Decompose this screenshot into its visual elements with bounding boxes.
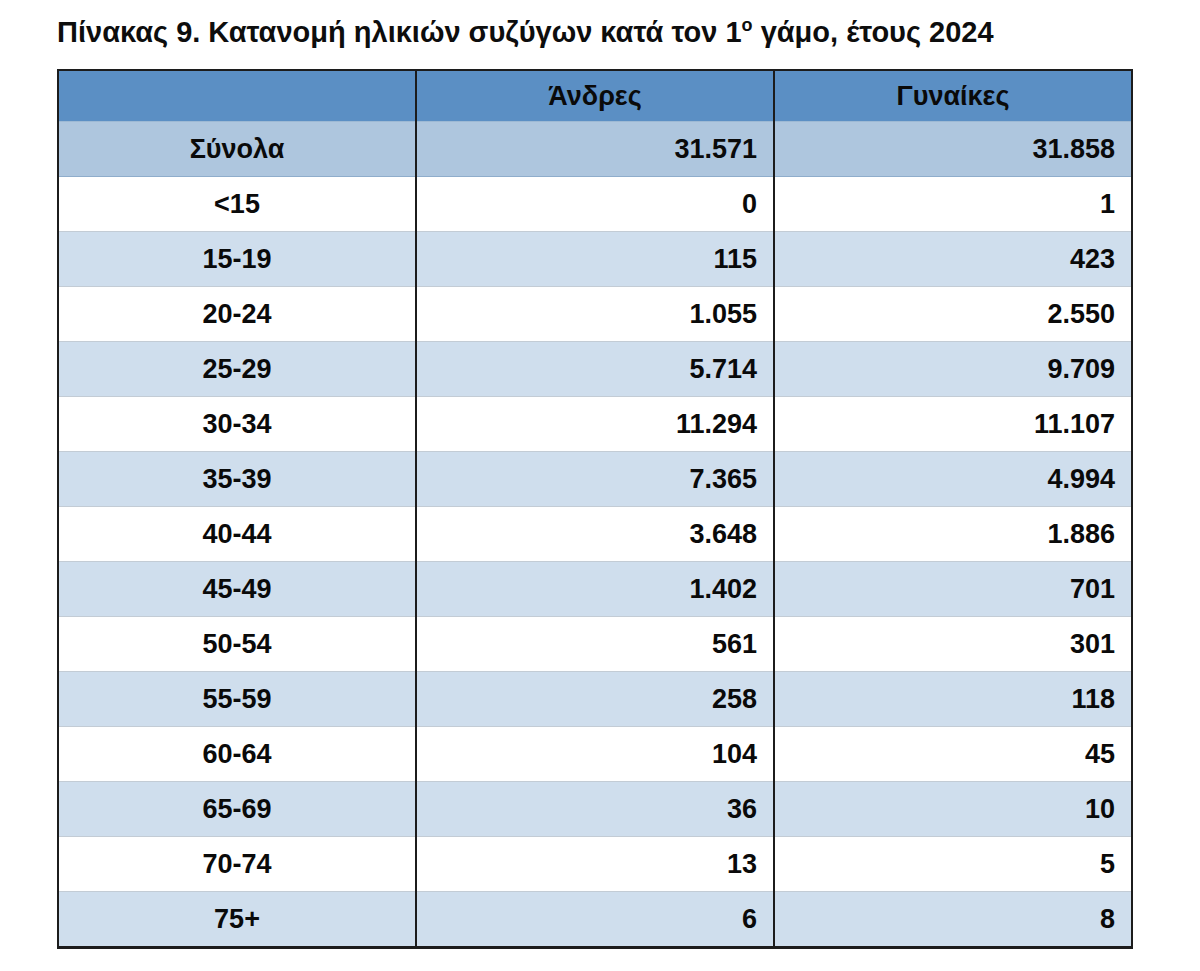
women-value: 301 xyxy=(774,617,1132,672)
age-group-label: 50-54 xyxy=(58,617,416,672)
men-value: 5.714 xyxy=(416,342,774,397)
totals-label: Σύνολα xyxy=(58,122,416,177)
document-page: Πίνακας 9. Κατανομή ηλικιών συζύγων κατά… xyxy=(0,0,1200,971)
women-value: 701 xyxy=(774,562,1132,617)
table-row: 20-24 1.055 2.550 xyxy=(58,287,1132,342)
header-cell-women: Γυναίκες xyxy=(774,70,1132,122)
age-group-label: 60-64 xyxy=(58,727,416,782)
age-distribution-table: Άνδρες Γυναίκες Σύνολα 31.571 31.858 <15… xyxy=(57,69,1133,949)
table-body: Σύνολα 31.571 31.858 <15 0 1 15-19 115 4… xyxy=(58,122,1132,948)
table-row: <15 0 1 xyxy=(58,177,1132,232)
age-group-label: 30-34 xyxy=(58,397,416,452)
men-value: 1.402 xyxy=(416,562,774,617)
age-group-label: 55-59 xyxy=(58,672,416,727)
table-row: 70-74 13 5 xyxy=(58,837,1132,892)
men-value: 0 xyxy=(416,177,774,232)
men-value: 11.294 xyxy=(416,397,774,452)
men-value: 6 xyxy=(416,892,774,948)
table-row: 15-19 115 423 xyxy=(58,232,1132,287)
women-value: 2.550 xyxy=(774,287,1132,342)
women-value: 118 xyxy=(774,672,1132,727)
men-value: 13 xyxy=(416,837,774,892)
age-group-label: 15-19 xyxy=(58,232,416,287)
table-header: Άνδρες Γυναίκες xyxy=(58,70,1132,122)
women-value: 1.886 xyxy=(774,507,1132,562)
table-row: 55-59 258 118 xyxy=(58,672,1132,727)
men-value: 36 xyxy=(416,782,774,837)
totals-women-value: 31.858 xyxy=(774,122,1132,177)
table-row: 35-39 7.365 4.994 xyxy=(58,452,1132,507)
age-group-label: 40-44 xyxy=(58,507,416,562)
table-title-ordinal: ο xyxy=(742,15,753,35)
table-row: 40-44 3.648 1.886 xyxy=(58,507,1132,562)
table-row: 75+ 6 8 xyxy=(58,892,1132,948)
men-value: 561 xyxy=(416,617,774,672)
age-group-label: 75+ xyxy=(58,892,416,948)
table-row: 45-49 1.402 701 xyxy=(58,562,1132,617)
age-group-label: 45-49 xyxy=(58,562,416,617)
table-row: 60-64 104 45 xyxy=(58,727,1132,782)
table-row: 25-29 5.714 9.709 xyxy=(58,342,1132,397)
women-value: 10 xyxy=(774,782,1132,837)
women-value: 11.107 xyxy=(774,397,1132,452)
men-value: 115 xyxy=(416,232,774,287)
age-group-label: <15 xyxy=(58,177,416,232)
women-value: 8 xyxy=(774,892,1132,948)
men-value: 3.648 xyxy=(416,507,774,562)
table-title-text: Πίνακας 9. Κατανομή ηλικιών συζύγων κατά… xyxy=(57,16,742,48)
age-group-label: 25-29 xyxy=(58,342,416,397)
totals-row: Σύνολα 31.571 31.858 xyxy=(58,122,1132,177)
age-group-label: 65-69 xyxy=(58,782,416,837)
men-value: 1.055 xyxy=(416,287,774,342)
table-row: 30-34 11.294 11.107 xyxy=(58,397,1132,452)
men-value: 258 xyxy=(416,672,774,727)
header-cell-men: Άνδρες xyxy=(416,70,774,122)
totals-men-value: 31.571 xyxy=(416,122,774,177)
table-title: Πίνακας 9. Κατανομή ηλικιών συζύγων κατά… xyxy=(57,16,1200,49)
men-value: 7.365 xyxy=(416,452,774,507)
header-row: Άνδρες Γυναίκες xyxy=(58,70,1132,122)
age-group-label: 70-74 xyxy=(58,837,416,892)
table-row: 65-69 36 10 xyxy=(58,782,1132,837)
table-title-suffix: γάμο, έτους 2024 xyxy=(753,16,994,48)
table-row: 50-54 561 301 xyxy=(58,617,1132,672)
women-value: 9.709 xyxy=(774,342,1132,397)
women-value: 4.994 xyxy=(774,452,1132,507)
women-value: 423 xyxy=(774,232,1132,287)
women-value: 45 xyxy=(774,727,1132,782)
women-value: 1 xyxy=(774,177,1132,232)
men-value: 104 xyxy=(416,727,774,782)
women-value: 5 xyxy=(774,837,1132,892)
age-group-label: 20-24 xyxy=(58,287,416,342)
header-cell-empty xyxy=(58,70,416,122)
age-group-label: 35-39 xyxy=(58,452,416,507)
